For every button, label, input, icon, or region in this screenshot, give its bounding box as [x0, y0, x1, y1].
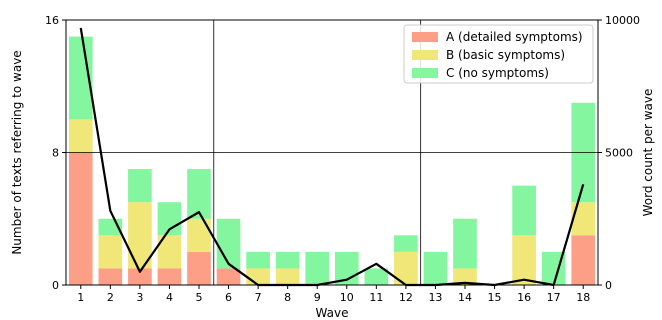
x-tick-label-10: 10	[340, 291, 354, 304]
bar-9-series-2	[305, 251, 330, 285]
bar-12-series-2	[394, 235, 418, 252]
y-tick-label-right-10000: 10000	[605, 14, 640, 27]
y-tick-label-left-8: 8	[52, 147, 59, 160]
bar-14-series-2	[453, 218, 477, 269]
bar-5-series-0	[187, 251, 211, 285]
bar-3-series-1	[128, 202, 152, 269]
bar-16-series-2	[512, 185, 536, 236]
x-axis-label: Wave	[316, 306, 349, 320]
bar-18-series-1	[571, 202, 596, 236]
y-axis-label-left: Number of texts referring to wave	[10, 50, 24, 254]
x-tick-label-5: 5	[196, 291, 203, 304]
x-tick-label-3: 3	[136, 291, 143, 304]
y-tick-label-left-16: 16	[45, 14, 59, 27]
bar-16-series-1	[512, 235, 536, 285]
bar-7-series-2	[246, 251, 270, 269]
legend-label-2: C (no symptoms)	[446, 66, 549, 80]
y-axis-label-right: Word count per wave	[641, 89, 655, 217]
legend-box	[403, 24, 594, 84]
plot-area	[66, 20, 598, 285]
bar-5-series-1	[187, 218, 211, 252]
word-count-line-layer	[79, 27, 585, 287]
legend-swatch-1	[412, 50, 438, 60]
bar-1-series-1	[68, 119, 93, 153]
x-tick-label-9: 9	[314, 291, 321, 304]
bar-8-series-2	[275, 251, 300, 269]
x-tick-label-15: 15	[488, 291, 502, 304]
x-tick-label-1: 1	[77, 291, 84, 304]
legend: A (detailed symptoms) B (basic symptoms) C…	[403, 24, 594, 84]
x-tick-label-4: 4	[166, 291, 173, 304]
bar-6-series-0	[216, 268, 241, 285]
bar-1-series-2	[68, 36, 93, 120]
x-tick-label-7: 7	[255, 291, 262, 304]
x-tick-label-2: 2	[107, 291, 114, 304]
bar-3-series-0	[128, 268, 152, 285]
bar-4-series-1	[157, 235, 182, 269]
x-tick-label-14: 14	[458, 291, 472, 304]
y-tick-label-right-5000: 5000	[605, 147, 633, 160]
bar-6-series-2	[216, 218, 241, 269]
bar-18-series-0	[571, 235, 596, 285]
x-tick-label-6: 6	[225, 291, 232, 304]
legend-swatch-0	[412, 32, 438, 42]
legend-swatch-2	[412, 68, 438, 78]
bar-11-series-2	[364, 268, 389, 285]
x-tick-label-8: 8	[284, 291, 291, 304]
x-tick-label-17: 17	[547, 291, 561, 304]
bar-5-series-2	[187, 169, 211, 219]
bar-12-series-1	[394, 251, 418, 285]
bar-2-series-1	[98, 235, 123, 269]
bar-3-series-2	[128, 169, 152, 203]
bar-14-series-1	[453, 268, 477, 285]
legend-label-0: A (detailed symptoms)	[446, 30, 583, 44]
bar-1-series-0	[68, 152, 93, 285]
x-tick-label-12: 12	[399, 291, 413, 304]
x-tick-label-18: 18	[576, 291, 590, 304]
bar-17-series-2	[541, 251, 566, 285]
word-count-line	[79, 27, 585, 287]
x-tick-label-11: 11	[369, 291, 383, 304]
bar-8-series-1	[275, 268, 300, 285]
bar-13-series-2	[423, 251, 448, 285]
legend-label-1: B (basic symptoms)	[446, 48, 565, 62]
x-tick-label-16: 16	[517, 291, 531, 304]
bar-7-series-1	[246, 268, 270, 285]
y-tick-label-right-0: 0	[605, 279, 612, 292]
bar-2-series-0	[98, 268, 123, 285]
bar-4-series-0	[157, 268, 182, 285]
x-tick-label-13: 13	[428, 291, 442, 304]
y-tick-label-left-0: 0	[52, 279, 59, 292]
